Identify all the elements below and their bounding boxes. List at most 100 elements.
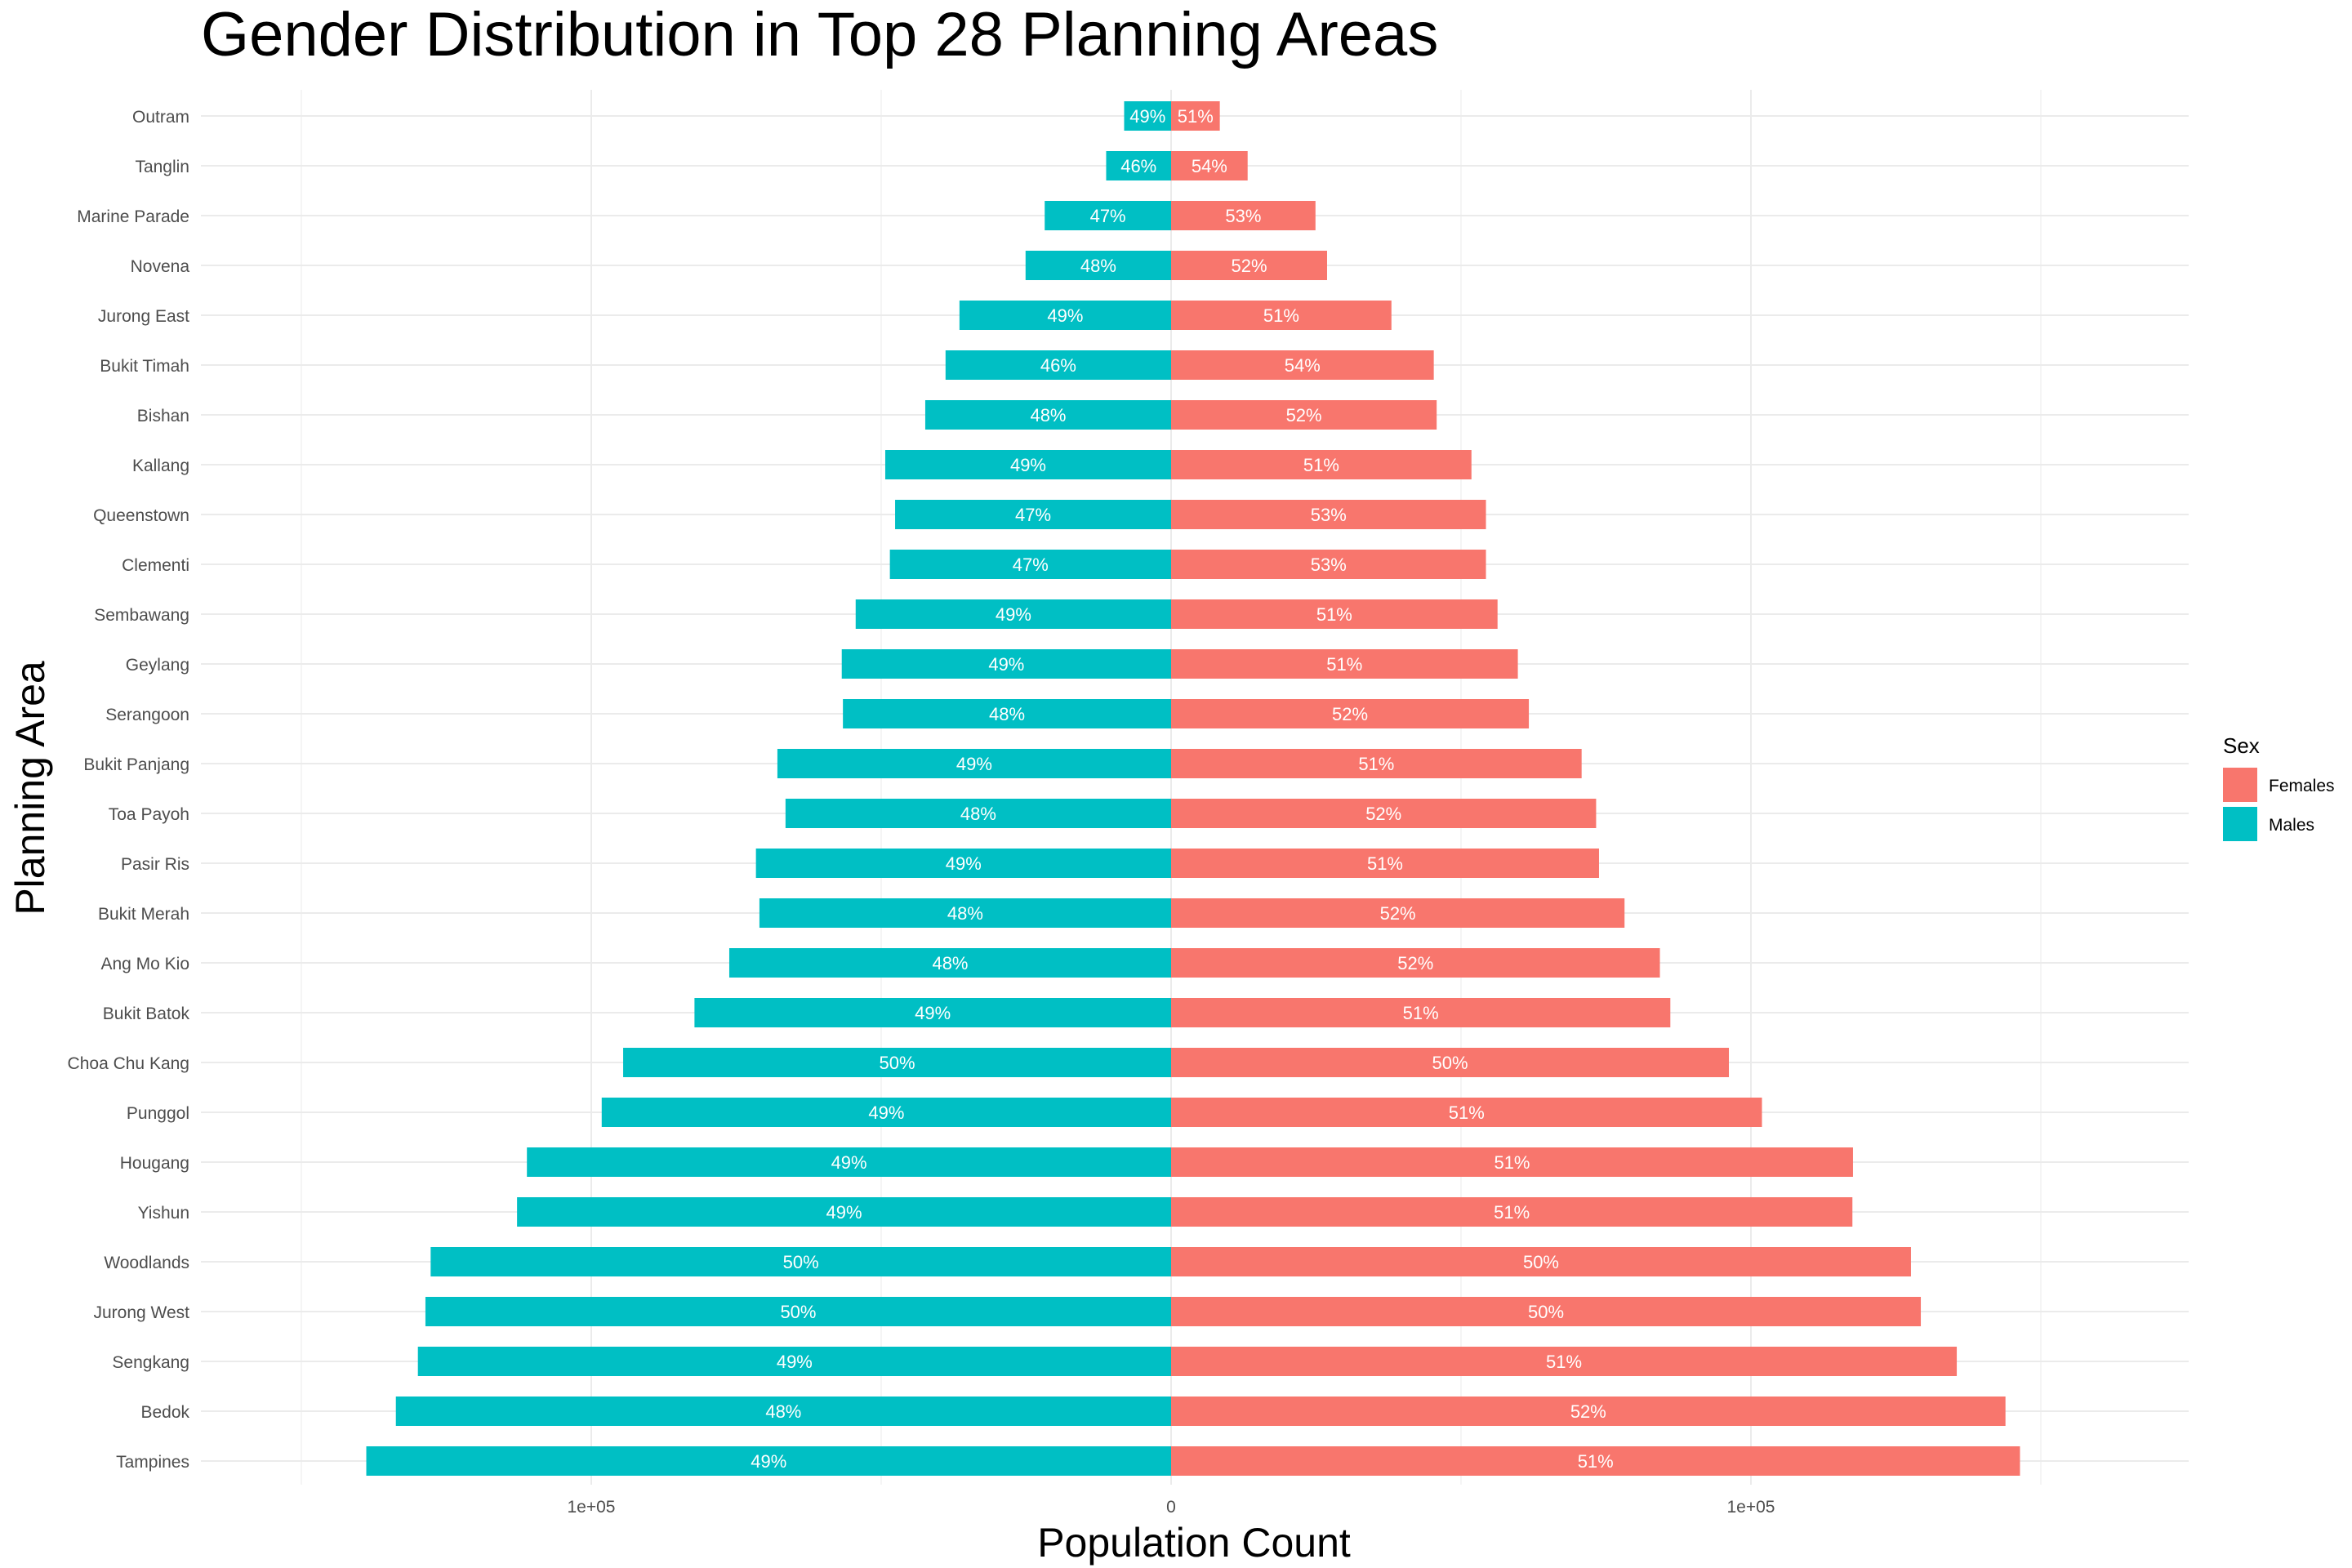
bar-males bbox=[785, 799, 1171, 828]
bar-females bbox=[1171, 1347, 1958, 1376]
y-tick-label: Geylang bbox=[126, 656, 189, 675]
data-label-females: 54% bbox=[1285, 355, 1321, 376]
data-label-males: 46% bbox=[1120, 156, 1156, 176]
bar-males bbox=[1106, 151, 1171, 180]
y-axis-title: Planning Area bbox=[7, 661, 53, 915]
y-tick-label: Bukit Merah bbox=[98, 905, 189, 924]
data-label-females: 51% bbox=[1367, 853, 1403, 874]
data-label-males: 50% bbox=[780, 1302, 816, 1322]
data-label-females: 51% bbox=[1403, 1003, 1439, 1023]
bar-males bbox=[601, 1098, 1171, 1127]
bar-females bbox=[1171, 301, 1392, 330]
bar-females bbox=[1171, 849, 1599, 878]
bar-males bbox=[945, 350, 1171, 380]
data-label-males: 50% bbox=[783, 1252, 819, 1272]
bars bbox=[366, 101, 2020, 1476]
x-tick-labels: 1e+05 0 1e+05 bbox=[568, 1498, 1775, 1517]
x-tick-label: 1e+05 bbox=[1727, 1498, 1775, 1517]
bar-males bbox=[841, 649, 1171, 679]
y-tick-label: Hougang bbox=[120, 1154, 189, 1173]
bar-females bbox=[1171, 400, 1437, 430]
data-label-males: 49% bbox=[1010, 455, 1046, 475]
bar-females bbox=[1171, 898, 1625, 928]
data-label-males: 49% bbox=[915, 1003, 951, 1023]
bar-males bbox=[1025, 251, 1171, 280]
bar-females bbox=[1171, 1147, 1853, 1177]
bar-females bbox=[1171, 649, 1518, 679]
bar-males bbox=[959, 301, 1171, 330]
y-tick-labels: Outram Tanglin Marine Parade Novena Jurong E… bbox=[68, 108, 190, 1472]
data-label-males: 46% bbox=[1040, 355, 1076, 376]
bar-males bbox=[755, 849, 1171, 878]
data-label-females: 51% bbox=[1316, 604, 1352, 625]
data-label-females: 51% bbox=[1494, 1152, 1530, 1173]
y-tick-label: Outram bbox=[132, 108, 189, 127]
data-label-males: 48% bbox=[932, 953, 968, 973]
data-label-females: 51% bbox=[1546, 1352, 1582, 1372]
data-label-males: 48% bbox=[947, 903, 983, 924]
bar-females bbox=[1171, 550, 1486, 579]
bar-females bbox=[1171, 1197, 1853, 1227]
bar-females bbox=[1171, 450, 1472, 479]
data-label-females: 51% bbox=[1358, 754, 1394, 774]
y-tick-label: Ang Mo Kio bbox=[100, 955, 189, 973]
data-label-males: 47% bbox=[1015, 505, 1051, 525]
data-label-females: 51% bbox=[1449, 1102, 1485, 1123]
data-label-females: 50% bbox=[1523, 1252, 1559, 1272]
bar-females bbox=[1171, 1247, 1911, 1276]
y-tick-label: Bishan bbox=[137, 407, 189, 425]
legend-items: Females Males bbox=[2223, 768, 2335, 841]
bar-females bbox=[1171, 350, 1434, 380]
y-tick-label: Sembawang bbox=[94, 606, 189, 625]
data-label-females: 51% bbox=[1494, 1202, 1530, 1223]
bar-males bbox=[777, 749, 1171, 778]
data-label-females: 53% bbox=[1225, 206, 1261, 226]
data-label-females: 50% bbox=[1432, 1053, 1468, 1073]
y-tick-label: Woodlands bbox=[104, 1254, 189, 1272]
data-label-males: 48% bbox=[960, 804, 996, 824]
y-tick-label: Yishun bbox=[138, 1204, 189, 1223]
y-tick-label: Choa Chu Kang bbox=[68, 1054, 189, 1073]
chart-title: Gender Distribution in Top 28 Planning A… bbox=[201, 0, 1438, 69]
x-tick-label: 1e+05 bbox=[568, 1498, 616, 1517]
bar-females bbox=[1171, 1098, 1762, 1127]
bar-females bbox=[1171, 599, 1498, 629]
y-tick-label: Pasir Ris bbox=[121, 855, 189, 874]
data-label-males: 50% bbox=[880, 1053, 915, 1073]
data-label-males: 49% bbox=[946, 853, 982, 874]
legend-label-females: Females bbox=[2269, 777, 2335, 795]
x-tick-label: 0 bbox=[1166, 1498, 1176, 1517]
data-label-females: 53% bbox=[1311, 555, 1347, 575]
legend: Sex Females Males bbox=[2223, 733, 2335, 841]
bar-males bbox=[517, 1197, 1171, 1227]
y-tick-label: Clementi bbox=[122, 556, 189, 575]
data-label-females: 51% bbox=[1178, 106, 1214, 127]
data-label-males: 47% bbox=[1013, 555, 1049, 575]
bar-males bbox=[843, 699, 1171, 728]
data-label-females: 53% bbox=[1311, 505, 1347, 525]
data-label-males: 49% bbox=[956, 754, 992, 774]
bar-females bbox=[1171, 699, 1530, 728]
y-tick-label: Tampines bbox=[116, 1453, 189, 1472]
data-label-males: 49% bbox=[868, 1102, 904, 1123]
data-label-females: 52% bbox=[1231, 256, 1267, 276]
y-tick-label: Queenstown bbox=[93, 506, 189, 525]
bar-females bbox=[1171, 1396, 2006, 1426]
data-label-females: 52% bbox=[1380, 903, 1416, 924]
bar-males bbox=[694, 998, 1171, 1027]
data-label-females: 52% bbox=[1397, 953, 1433, 973]
x-axis-title: Population Count bbox=[1037, 1520, 1351, 1566]
bar-males bbox=[728, 948, 1171, 978]
bar-males bbox=[924, 400, 1171, 430]
bar-females bbox=[1171, 1048, 1730, 1077]
bar-males bbox=[889, 550, 1171, 579]
data-label-females: 51% bbox=[1326, 654, 1362, 675]
data-label-males: 48% bbox=[1030, 405, 1066, 425]
data-label-females: 52% bbox=[1286, 405, 1322, 425]
y-tick-label: Punggol bbox=[127, 1104, 189, 1123]
bar-males bbox=[425, 1297, 1171, 1326]
bar-females bbox=[1171, 151, 1248, 180]
bar-males bbox=[1045, 201, 1171, 230]
data-label-females: 50% bbox=[1528, 1302, 1564, 1322]
